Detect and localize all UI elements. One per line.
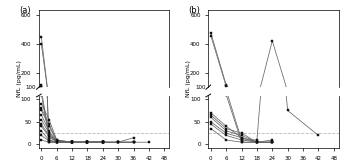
Text: (b): (b) <box>189 6 201 15</box>
Text: NfL (pg/mL): NfL (pg/mL) <box>17 60 22 97</box>
Text: 100: 100 <box>26 85 36 90</box>
Text: 100: 100 <box>195 85 206 90</box>
Text: (a): (a) <box>19 6 31 15</box>
Text: NfL (pg/mL): NfL (pg/mL) <box>186 60 191 97</box>
